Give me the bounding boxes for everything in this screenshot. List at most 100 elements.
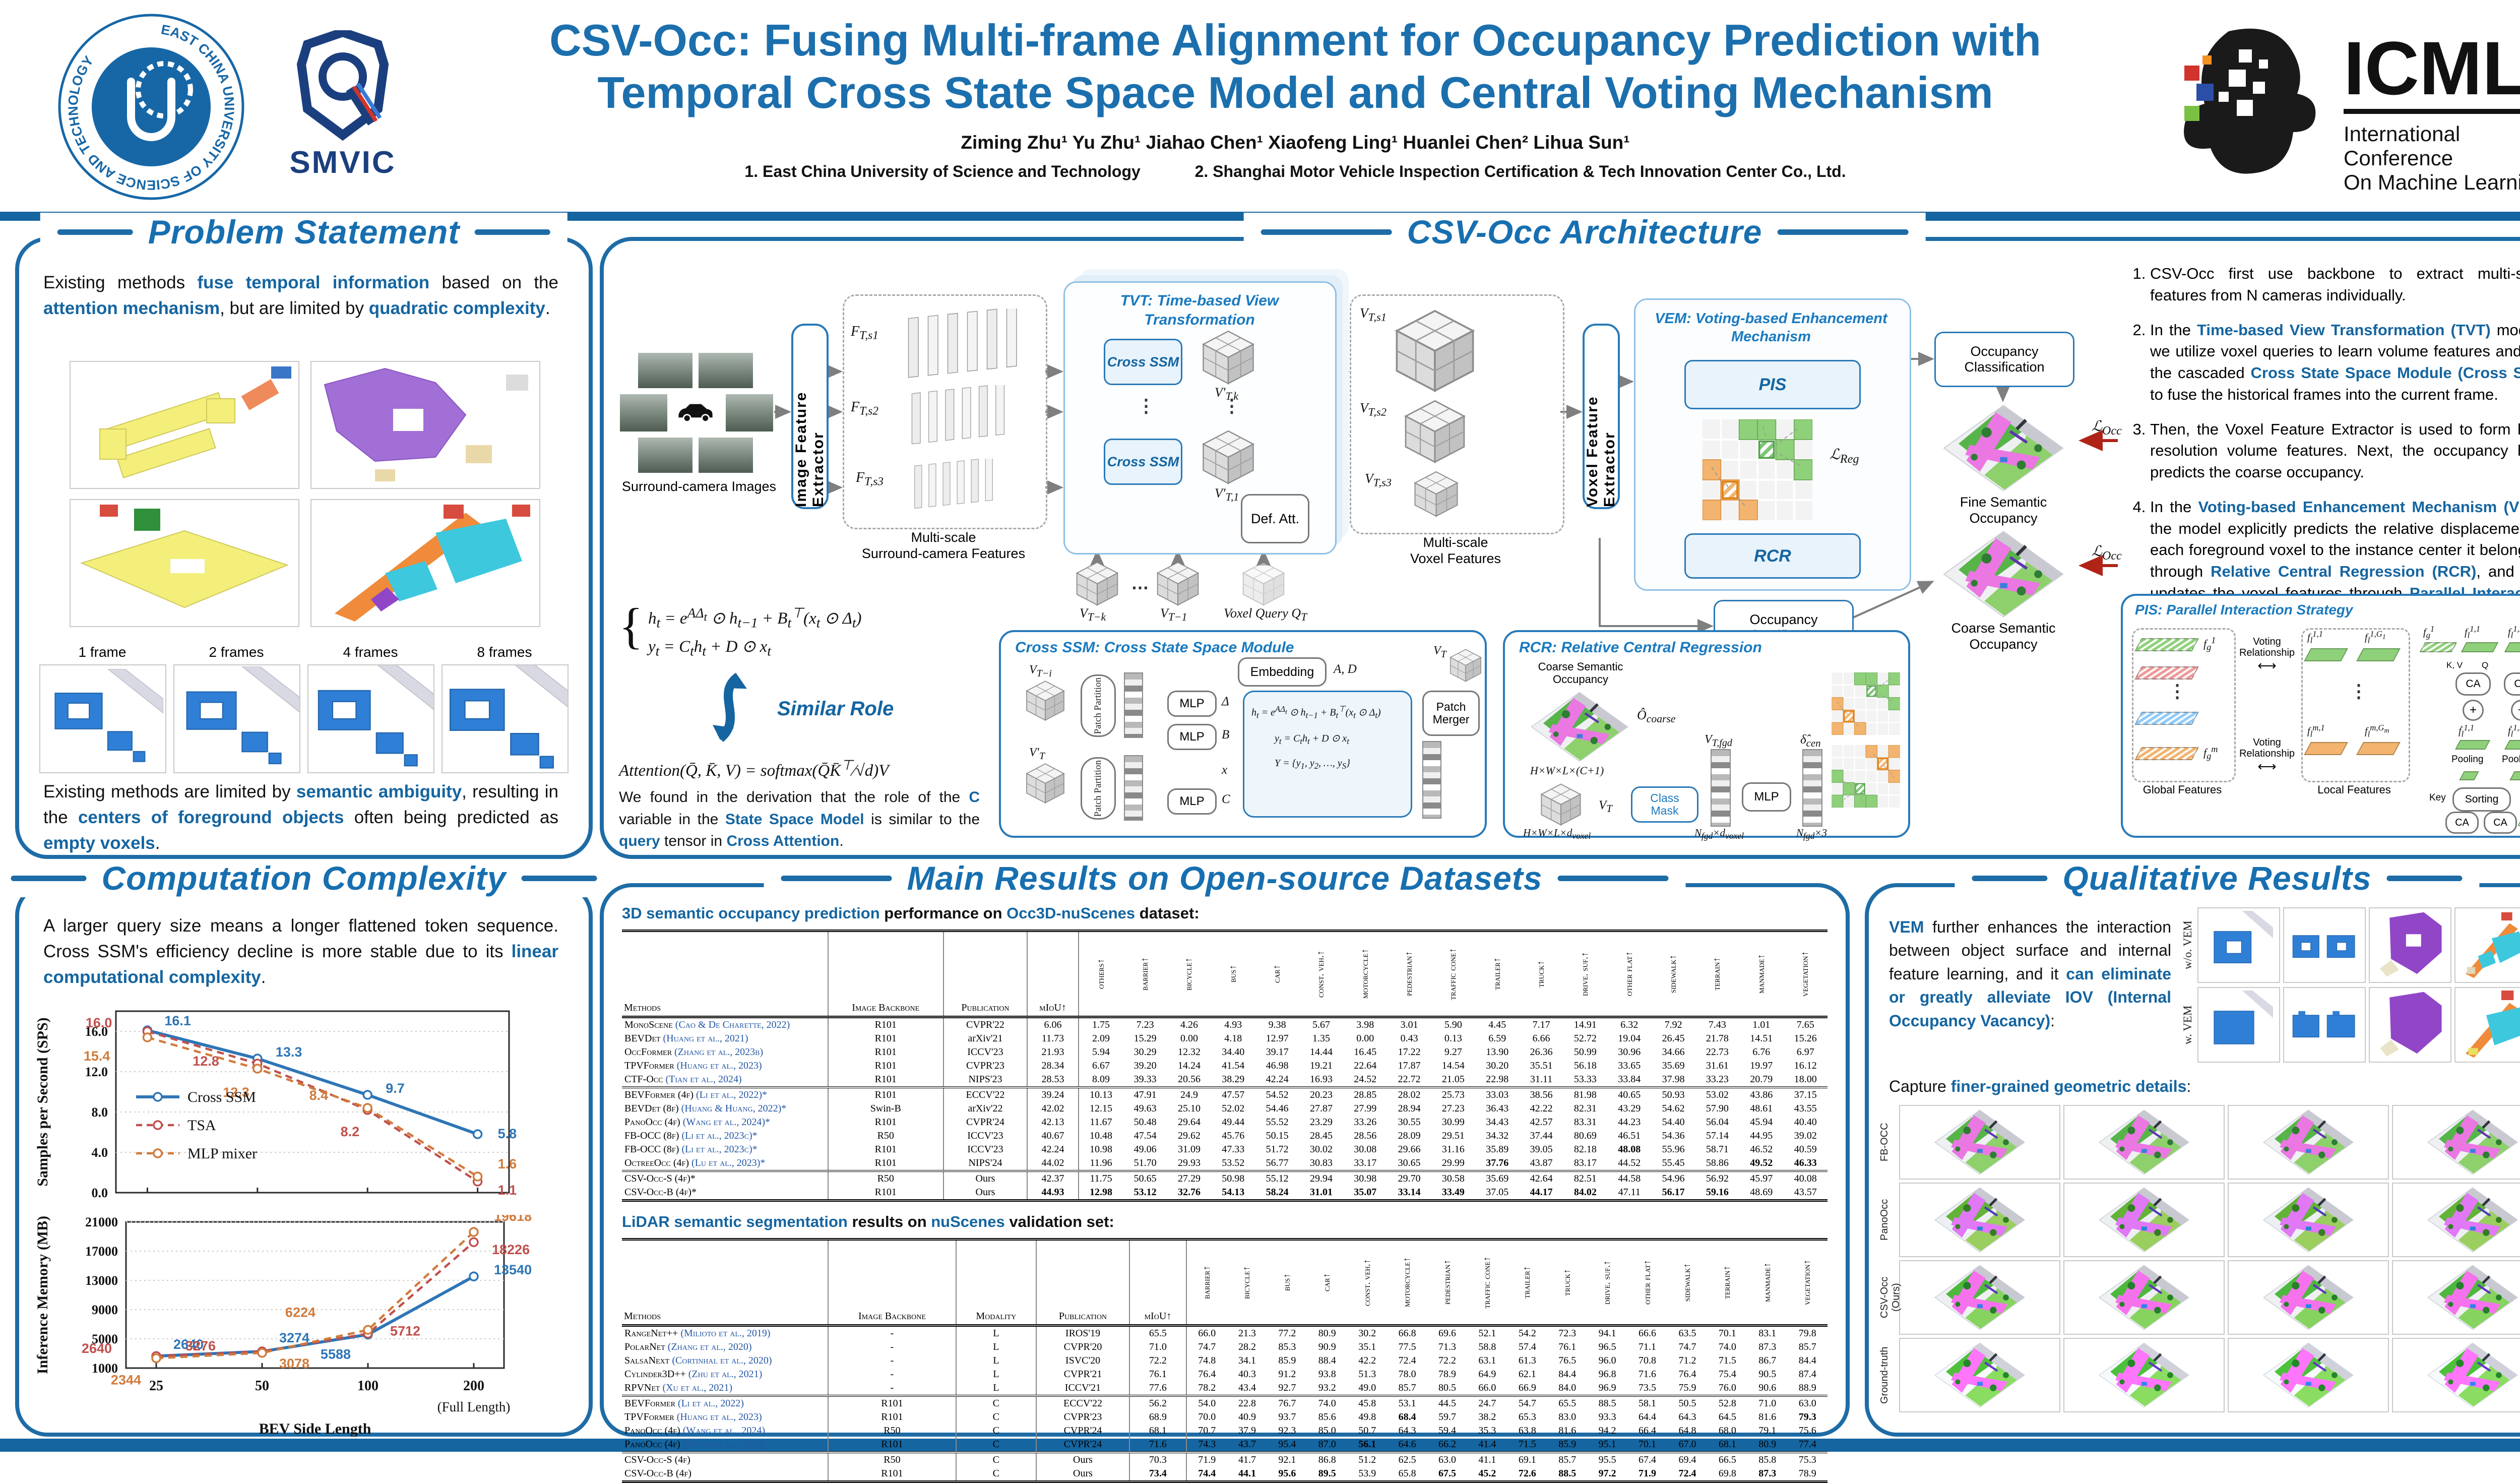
svg-text:0.0: 0.0 bbox=[92, 1186, 108, 1200]
footer-bar bbox=[0, 1439, 2520, 1452]
result-image bbox=[1899, 1183, 2060, 1257]
derivation-paragraph: We found in the derivation that the role… bbox=[619, 789, 980, 849]
surround-caption: Surround-camera Images bbox=[621, 479, 777, 494]
svg-text:9.7: 9.7 bbox=[386, 1081, 405, 1096]
kv-label-1: K, V bbox=[2446, 660, 2463, 670]
feature-planes-s3 bbox=[906, 459, 1007, 513]
svg-text:9000: 9000 bbox=[92, 1303, 118, 1317]
svg-text:6224: 6224 bbox=[285, 1305, 316, 1320]
ic​ml-logo: ICML International Conference On Machine… bbox=[2182, 20, 2520, 194]
fl11-label: fl1,1 bbox=[2307, 629, 2323, 645]
flow-fl1n: fl1,n bbox=[2508, 624, 2520, 640]
title-dash-right bbox=[521, 875, 597, 881]
multiscale-voxel-box bbox=[1350, 294, 1564, 534]
lreg-label: ℒReg bbox=[1830, 447, 1859, 466]
result-image bbox=[2228, 1105, 2389, 1180]
voxel-feature-extractor: Voxel Feature Extractor bbox=[1583, 324, 1620, 509]
svg-text:18226: 18226 bbox=[492, 1242, 530, 1257]
mlp-pill-3: MLP bbox=[1167, 788, 1217, 815]
attention-equation: Attention(Q̄, K̄, V) = softmax(Q̄K̄⊤⁄√d)… bbox=[619, 757, 889, 780]
equation-2: yt = Ctht + D ⊙ xt bbox=[648, 638, 771, 659]
fd11-label: ḟl1,1 bbox=[2459, 723, 2475, 739]
rcr-coarse-image bbox=[1529, 691, 1630, 763]
feature-planes-s2 bbox=[901, 385, 1022, 450]
svg-text:8.2: 8.2 bbox=[341, 1124, 360, 1139]
svg-text:MLP mixer: MLP mixer bbox=[187, 1145, 257, 1162]
voxel-cube-vt1 bbox=[1150, 560, 1206, 608]
voxel-cube-vpk bbox=[1195, 328, 1261, 387]
x-label: x bbox=[1222, 763, 1228, 777]
voxel-cube-vtk bbox=[1069, 560, 1125, 608]
rcr-vt-label: VT bbox=[1599, 798, 1612, 815]
sps-chart: 0.0 4.0 8.0 12.0 16.0 Samples per Second (SPS… bbox=[34, 1010, 517, 1200]
list-item: Then, the Voxel Feature Extractor is use… bbox=[2150, 419, 2520, 483]
ca-pill-3: CA bbox=[2445, 812, 2479, 834]
icml-sub2: On Machine Learning bbox=[2344, 170, 2520, 194]
result-image bbox=[1899, 1338, 2060, 1412]
lidar-results-table: Methods Image Backbone Modality Publication… bbox=[622, 1238, 1828, 1483]
tvt-dots-1: ⋮ bbox=[1137, 395, 1155, 416]
rcr-block: RCR bbox=[1684, 533, 1861, 579]
table1-caption: 3D semantic occupancy prediction perform… bbox=[622, 904, 1200, 922]
svg-text:50: 50 bbox=[255, 1378, 269, 1394]
vp1-label: V′T,1 bbox=[1215, 486, 1239, 504]
table-row: CTF-Occ (Tian et al., 2024) R101 NIPS'23 28… bbox=[622, 1073, 1828, 1087]
cube-vti bbox=[1019, 678, 1072, 723]
dims-voxel: H×W×L×dvoxel bbox=[1523, 827, 1591, 841]
voting-relationship-2: Voting Relationship ⟷ bbox=[2239, 737, 2295, 774]
problem-paragraph-1: Existing methods fuse temporal informati… bbox=[43, 273, 558, 318]
table1: Methods Image Backbone Publication mIoU↑ oth… bbox=[622, 930, 1828, 1202]
cube-vt-out bbox=[1444, 647, 1487, 684]
result-image bbox=[2197, 907, 2280, 983]
fd1n-label: ḟl1,n bbox=[2508, 723, 2520, 739]
history-dots: … bbox=[1131, 573, 1149, 593]
rcr-mlp: MLP bbox=[1742, 782, 1791, 812]
ca-pill-1: CA bbox=[2455, 672, 2491, 696]
architecture-summary-list: CSV-Occ first use backbone to extract mu… bbox=[2121, 263, 2520, 695]
occupancy-classification-1: Occupancy Classification bbox=[1934, 332, 2074, 387]
method-row-label: Ground-truth bbox=[1879, 1346, 1890, 1404]
fgd-column bbox=[1711, 749, 1731, 827]
result-image bbox=[2392, 1338, 2520, 1412]
coarse-occupancy-label: Coarse Semantic Occupancy bbox=[1951, 621, 2056, 652]
patch-merger: Patch Merger bbox=[1422, 691, 1480, 736]
global-features-box bbox=[2132, 628, 2236, 782]
dcen-column bbox=[1802, 749, 1822, 827]
table-row: CSV-Occ-B (4f) R101 C Ours 73.4 74.4 44.1 95.6… bbox=[622, 1467, 1828, 1482]
icml-sub1: International Conference bbox=[2344, 122, 2461, 170]
table-row: FB-OCC (8f) (Li et al., 2023c)* R101 ICCV'… bbox=[622, 1143, 1828, 1156]
problem-statement-panel: Problem Statement Existing methods fuse … bbox=[15, 213, 593, 859]
svg-text:16.1: 16.1 bbox=[164, 1013, 191, 1028]
header: EAST CHINA UNIVERSITY OF SCIENCE AND TEC… bbox=[0, 0, 2520, 211]
result-image bbox=[2063, 1260, 2225, 1335]
svg-text:BEV Side Length: BEV Side Length bbox=[259, 1420, 371, 1437]
local-features-box bbox=[2301, 628, 2410, 782]
mlp-pill-2: MLP bbox=[1167, 724, 1217, 750]
title-dash-left bbox=[57, 229, 133, 235]
result-image bbox=[2392, 1105, 2520, 1180]
fine-occupancy-image bbox=[1940, 403, 2066, 493]
title-dash-left bbox=[781, 875, 892, 881]
pis-block: PIS bbox=[1684, 360, 1861, 409]
title-dash-left bbox=[1261, 229, 1392, 235]
table-row: OctreeOcc (4f) (Lu et al., 2023)* R101 NIP… bbox=[622, 1156, 1828, 1171]
svg-text:1000: 1000 bbox=[92, 1361, 118, 1376]
svg-text:5588: 5588 bbox=[321, 1346, 351, 1362]
icml-wordmark: ICML bbox=[2344, 30, 2520, 114]
svg-text:TSA: TSA bbox=[187, 1117, 216, 1134]
local-features-label: Local Features bbox=[2317, 783, 2391, 796]
ca-pill-2: CA bbox=[2504, 672, 2520, 696]
fine-occupancy-label: Fine Semantic Occupancy bbox=[1960, 495, 2047, 526]
vpt-label: V′T bbox=[1029, 746, 1045, 762]
result-image bbox=[2283, 907, 2366, 983]
result-image bbox=[2392, 1183, 2520, 1257]
method-row-label: PanoOcc bbox=[1879, 1199, 1890, 1241]
fg1-label: fg1 bbox=[2203, 635, 2216, 652]
university-logo: EAST CHINA UNIVERSITY OF SCIENCE AND TEC… bbox=[58, 14, 244, 200]
method-row-label: FB-OCC bbox=[1879, 1123, 1890, 1162]
architecture-body: Surround-camera Images Image Feature Ext… bbox=[616, 253, 2520, 849]
table2-caption: LiDAR semantic segmentation results on n… bbox=[622, 1213, 1114, 1230]
title-dash-left bbox=[11, 875, 87, 881]
table-row: PanoOcc (4f) (Wang et al., 2024)* R101 CVP… bbox=[622, 1116, 1828, 1129]
voxel-cube-vs2 bbox=[1395, 397, 1475, 466]
